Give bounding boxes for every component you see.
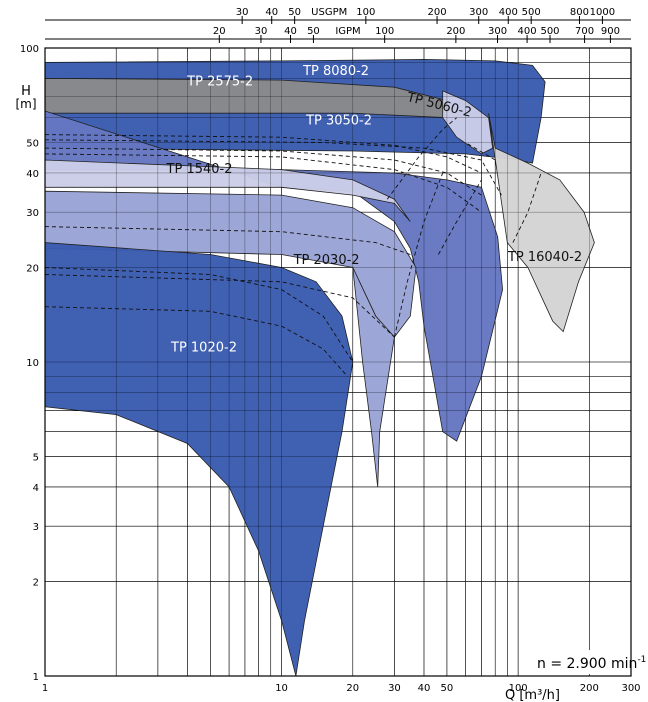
bep-line (465, 142, 496, 161)
curve-area-tp-16040-2 (488, 113, 595, 333)
y-axis-unit: [m] (15, 97, 36, 111)
usgpm-tick-label: 1000 (590, 7, 615, 18)
bep-line (393, 172, 444, 338)
igpm-tick-label: 50 (307, 26, 320, 37)
dashed-curve (44, 306, 348, 377)
igpm-tick-label: 900 (601, 26, 620, 37)
label-tp-16040-2: TP 16040-2 (507, 250, 582, 265)
speed-annotation-text: n = 2.900 min (537, 656, 637, 672)
y-tick-label: 100 (20, 44, 39, 55)
dashed-curve (44, 153, 482, 213)
dashed-curve (44, 274, 395, 338)
bep-line (386, 117, 457, 200)
igpm-unit-label: IGPM (335, 26, 360, 37)
label-tp-1540-2: TP 1540-2 (166, 162, 233, 177)
pump-curve-areas (44, 47, 632, 677)
usgpm-tick-label: 800 (570, 7, 589, 18)
igpm-tick-label: 300 (488, 26, 507, 37)
igpm-tick-label: 20 (213, 26, 226, 37)
efficiency-dashed-lines (44, 117, 542, 377)
igpm-tick-label: 700 (575, 26, 594, 37)
axes: 1 10 20 30 40 50 100 200 300123451020304050100Q … (15, 44, 640, 702)
curve-area-tp-1540-2 (44, 159, 411, 222)
igpm-tick-label: 100 (375, 26, 394, 37)
curve-area-tp-2030-2 (44, 190, 417, 338)
dashed-curve (44, 139, 502, 196)
dashed-curve (44, 267, 354, 363)
x-tick-label: 50 (441, 683, 454, 694)
bep-line (438, 179, 482, 255)
y-tick-label: 30 (26, 208, 39, 219)
label-tp-2030-2: TP 2030-2 (293, 253, 360, 268)
dashed-curve (44, 134, 482, 174)
igpm-tick-label: 30 (255, 26, 268, 37)
usgpm-tick-label: 50 (288, 7, 301, 18)
y-tick-label: 10 (26, 358, 39, 369)
usgpm-tick-label: 40 (265, 7, 278, 18)
igpm-tick-label: 500 (540, 26, 559, 37)
speed-annotation-box (528, 650, 630, 674)
y-tick-label: 4 (33, 483, 39, 494)
usgpm-tick-label: 30 (236, 7, 249, 18)
x-tick-label: 20 (346, 683, 359, 694)
curve-area-tp-2030-2-body (352, 267, 395, 488)
y-tick-label: 5 (33, 453, 39, 464)
x-tick-label: 30 (388, 683, 401, 694)
x-tick-label: 1 (42, 683, 48, 694)
label-tp-3050-2: TP 3050-2 (305, 114, 372, 129)
x-tick-label: 40 (418, 683, 431, 694)
x-axis-label: Q [m³/h] (505, 688, 560, 702)
igpm-tick-label: 40 (284, 26, 297, 37)
igpm-tick-label: 200 (446, 26, 465, 37)
x-tick-label: 300 (621, 683, 640, 694)
x-tick-label: 200 (580, 683, 599, 694)
curve-area-tp-5060-2 (442, 90, 494, 155)
label-tp-8080-2: TP 8080-2 (302, 64, 369, 79)
x-tick-label: 10 (275, 683, 288, 694)
label-tp-2575-2: TP 2575-2 (186, 74, 253, 89)
curve-area-tp-1020-2 (44, 242, 354, 677)
y-tick-label: 40 (26, 169, 39, 180)
dashed-curve (44, 147, 482, 196)
label-tp-1020-2: TP 1020-2 (170, 341, 237, 356)
y-tick-label: 20 (26, 263, 39, 274)
plot-frame (44, 47, 632, 677)
y-axis-label: H (21, 84, 31, 99)
curve-area-tp-3050-2 (44, 110, 504, 442)
usgpm-tick-label: 500 (522, 7, 541, 18)
usgpm-tick-label: 200 (428, 7, 447, 18)
y-tick-label: 2 (33, 577, 39, 588)
y-tick-label: 50 (26, 139, 39, 150)
speed-annotation-exp: -1 (637, 655, 646, 665)
y-tick-label: 3 (33, 522, 39, 533)
y-tick-label: 1 (33, 672, 39, 683)
usgpm-tick-label: 300 (469, 7, 488, 18)
annotations: n = 2.900 min-1 (528, 650, 646, 674)
speed-annotation: n = 2.900 min-1 (537, 655, 646, 672)
igpm-tick-label: 400 (518, 26, 537, 37)
x-tick-label: 100 (509, 683, 528, 694)
usgpm-unit-label: USGPM (311, 7, 347, 18)
usgpm-tick-label: 100 (356, 7, 375, 18)
usgpm-tick-label: 400 (499, 7, 518, 18)
